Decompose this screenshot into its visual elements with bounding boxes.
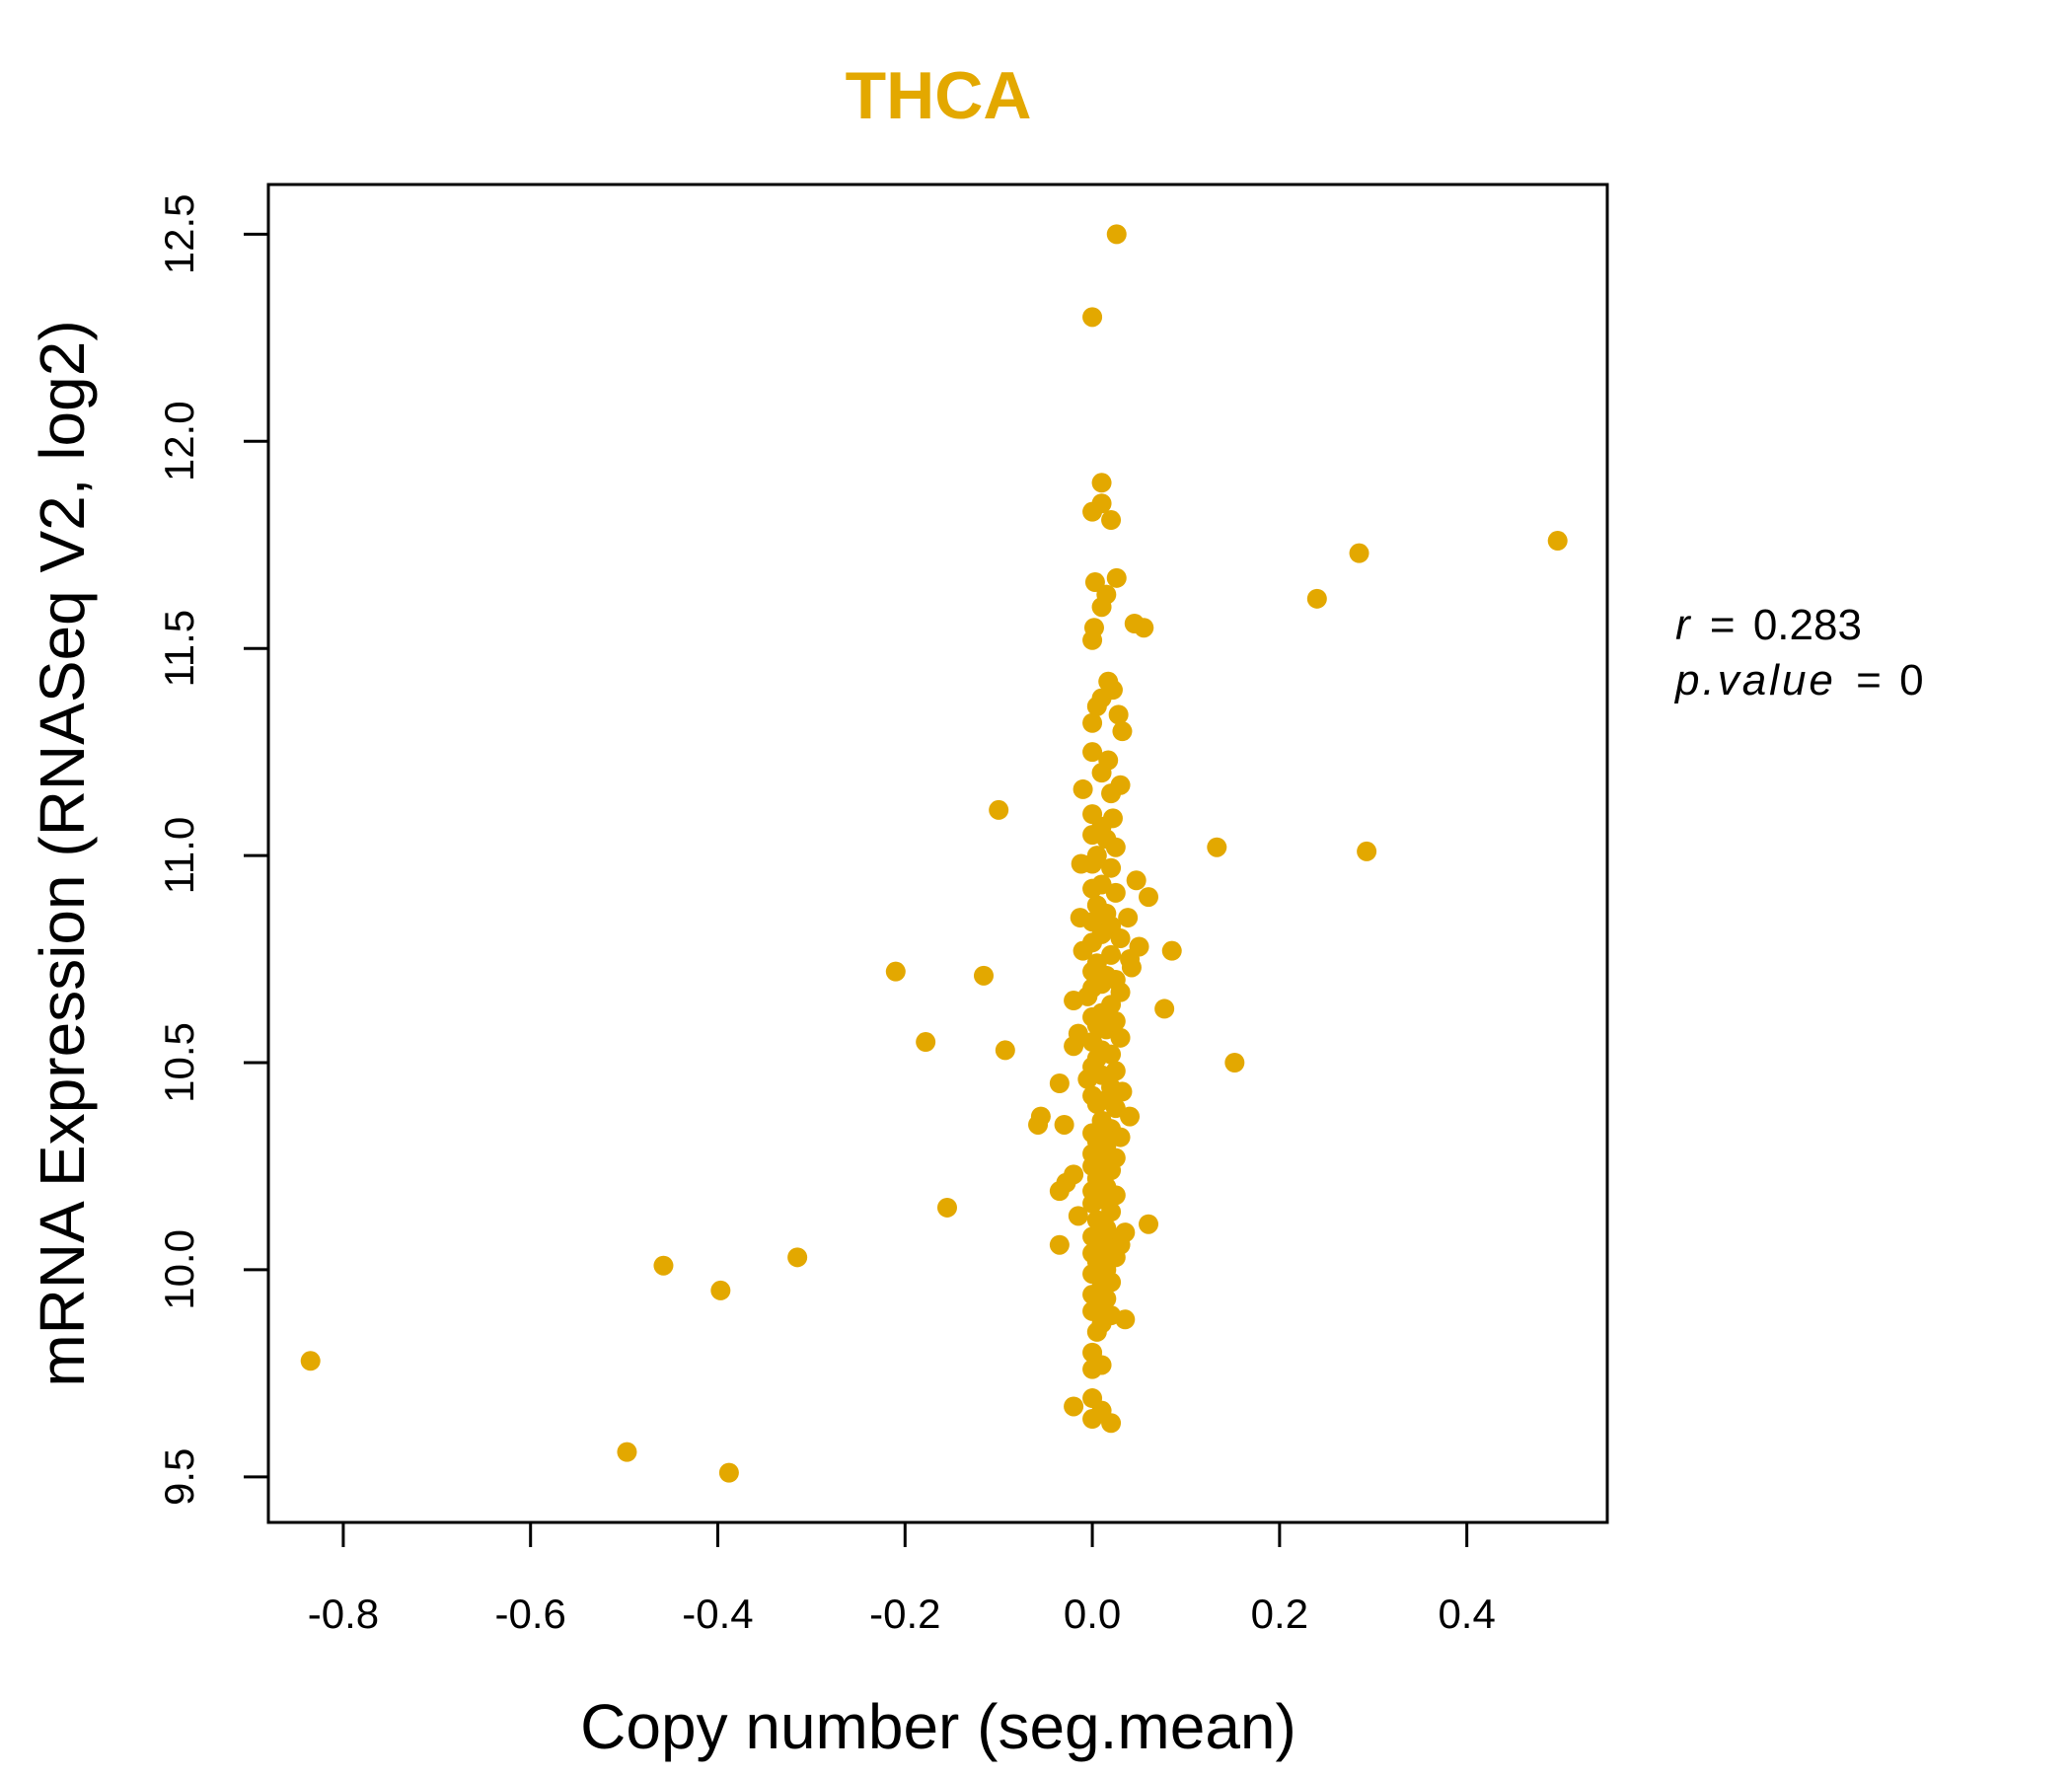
data-point-66 bbox=[885, 961, 906, 982]
data-point-140 bbox=[787, 1247, 808, 1268]
data-point-82 bbox=[1110, 1027, 1131, 1048]
data-point-4 bbox=[1091, 493, 1112, 514]
data-point-42 bbox=[1101, 857, 1122, 878]
data-point-95 bbox=[1049, 1073, 1070, 1093]
y-tick-label-3: 11.0 bbox=[156, 817, 202, 895]
data-point-106 bbox=[1054, 1114, 1074, 1135]
data-point-7 bbox=[1349, 543, 1369, 563]
x-tick-label-1: -0.6 bbox=[495, 1591, 566, 1637]
stat-r-value: 0.283 bbox=[1753, 601, 1862, 649]
data-point-0 bbox=[1106, 224, 1127, 245]
y-tick-label-0: 9.5 bbox=[156, 1448, 202, 1506]
x-tick-label-3: -0.2 bbox=[869, 1591, 940, 1637]
data-point-6 bbox=[1547, 531, 1568, 552]
data-point-29 bbox=[1101, 783, 1122, 804]
data-point-159 bbox=[1082, 1359, 1103, 1379]
stat-p: p.value = 0 bbox=[1673, 656, 1924, 704]
y-tick-label-1: 10.0 bbox=[156, 1229, 202, 1310]
data-point-164 bbox=[1101, 1413, 1122, 1434]
data-point-142 bbox=[653, 1255, 674, 1276]
plot-frame bbox=[266, 183, 1609, 1524]
data-point-85 bbox=[1064, 1036, 1084, 1057]
data-point-37 bbox=[1207, 837, 1227, 857]
data-point-155 bbox=[1086, 1321, 1107, 1342]
data-point-51 bbox=[1118, 908, 1139, 928]
data-point-58 bbox=[1073, 940, 1093, 961]
data-point-103 bbox=[1120, 1106, 1141, 1127]
data-point-147 bbox=[710, 1280, 731, 1300]
x-axis-title: Copy number (seg.mean) bbox=[580, 1691, 1296, 1762]
data-point-11 bbox=[1091, 597, 1112, 618]
data-point-26 bbox=[1091, 763, 1112, 783]
y-tick-label-5: 12.0 bbox=[156, 401, 202, 481]
stat-r-equals: = bbox=[1710, 601, 1736, 649]
data-point-12 bbox=[1306, 588, 1327, 609]
data-point-87 bbox=[995, 1040, 1015, 1061]
stat-p-value: 0 bbox=[1899, 656, 1923, 704]
chart-title: THCA bbox=[846, 58, 1032, 133]
data-point-166 bbox=[718, 1462, 739, 1483]
data-point-94 bbox=[1077, 1069, 1098, 1089]
x-tick-label-4: 0.0 bbox=[1064, 1591, 1121, 1637]
data-point-28 bbox=[1073, 778, 1093, 799]
x-axis: -0.8 -0.6 -0.4 -0.2 0.0 0.2 0.4 bbox=[308, 1520, 1496, 1637]
data-point-41 bbox=[1071, 853, 1091, 874]
data-point-1 bbox=[1082, 307, 1103, 328]
y-tick-label-6: 12.5 bbox=[156, 194, 202, 275]
data-point-128 bbox=[1068, 1206, 1088, 1226]
y-tick-label-2: 10.5 bbox=[156, 1022, 202, 1103]
data-point-75 bbox=[1154, 999, 1175, 1019]
data-point-122 bbox=[1049, 1181, 1070, 1202]
data-point-24 bbox=[1082, 742, 1103, 763]
data-point-23 bbox=[1112, 721, 1133, 742]
data-point-47 bbox=[1139, 887, 1159, 908]
data-point-21 bbox=[1108, 704, 1129, 725]
y-axis-title: mRNA Expression (RNASeq V2, log2) bbox=[27, 320, 98, 1386]
data-point-161 bbox=[1064, 1396, 1084, 1417]
stat-p-equals: = bbox=[1856, 656, 1882, 704]
data-point-67 bbox=[973, 965, 994, 986]
points-layer bbox=[300, 224, 1568, 1483]
data-point-59 bbox=[1161, 940, 1182, 961]
data-point-2 bbox=[1091, 473, 1112, 493]
data-point-136 bbox=[1049, 1234, 1070, 1255]
data-point-157 bbox=[300, 1351, 321, 1371]
data-point-5 bbox=[1101, 510, 1122, 531]
y-tick-label-4: 11.5 bbox=[156, 610, 202, 688]
data-point-22 bbox=[1082, 712, 1103, 733]
data-point-46 bbox=[1105, 882, 1126, 903]
data-point-45 bbox=[1082, 878, 1103, 899]
data-point-43 bbox=[1126, 870, 1147, 891]
data-point-105 bbox=[1028, 1114, 1049, 1135]
data-point-153 bbox=[1115, 1309, 1136, 1330]
x-tick-label-6: 0.4 bbox=[1438, 1591, 1495, 1637]
data-point-165 bbox=[617, 1442, 637, 1462]
stat-r: r = 0.283 bbox=[1675, 601, 1862, 649]
y-axis: 9.5 10.0 10.5 11.0 11.5 12.0 12.5 bbox=[156, 194, 270, 1506]
x-tick-label-5: 0.2 bbox=[1251, 1591, 1308, 1637]
data-point-90 bbox=[1224, 1053, 1245, 1073]
data-point-20 bbox=[1086, 696, 1107, 716]
data-point-8 bbox=[1106, 567, 1127, 588]
x-tick-label-0: -0.8 bbox=[308, 1591, 379, 1637]
data-point-126 bbox=[936, 1197, 957, 1218]
data-point-16 bbox=[1082, 629, 1103, 650]
data-point-63 bbox=[1121, 957, 1142, 978]
data-point-97 bbox=[1112, 1081, 1133, 1102]
data-point-73 bbox=[1064, 991, 1084, 1011]
data-point-130 bbox=[1139, 1214, 1159, 1234]
data-point-163 bbox=[1082, 1409, 1103, 1430]
data-point-55 bbox=[1110, 928, 1131, 949]
data-point-83 bbox=[916, 1032, 936, 1053]
data-point-14 bbox=[1134, 618, 1154, 638]
data-point-100 bbox=[1086, 1093, 1107, 1114]
data-point-38 bbox=[1357, 841, 1377, 861]
stat-p-label: p.value bbox=[1673, 656, 1836, 704]
data-point-30 bbox=[989, 799, 1009, 820]
stat-r-label: r bbox=[1675, 601, 1692, 649]
data-point-125 bbox=[1082, 1193, 1103, 1214]
x-tick-label-2: -0.4 bbox=[682, 1591, 753, 1637]
data-point-36 bbox=[1105, 837, 1126, 857]
